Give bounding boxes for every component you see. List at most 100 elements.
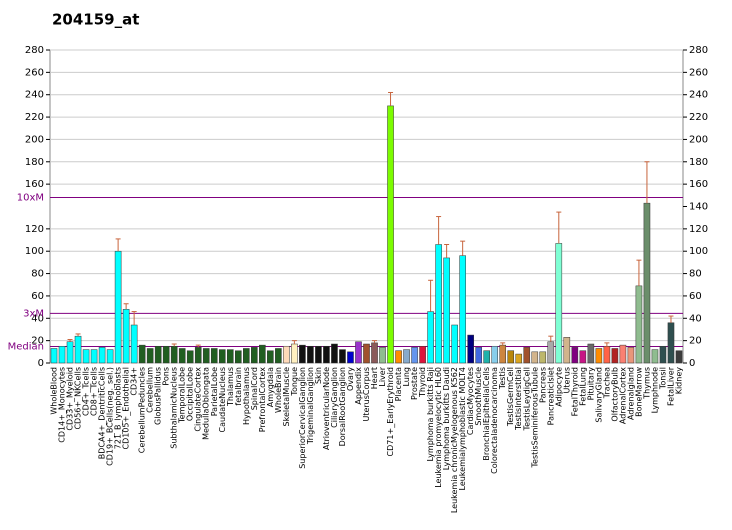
bar — [226, 349, 234, 364]
bar — [74, 335, 82, 364]
x-tick-label: Thyroid — [418, 367, 427, 398]
x-tick-label: SpinalCord — [250, 367, 259, 410]
y2-tick-label: 260 — [689, 67, 708, 78]
bar — [443, 257, 450, 364]
bar — [403, 349, 410, 364]
bar — [531, 351, 539, 364]
bar — [162, 345, 170, 364]
x-tick-label: Placenta — [394, 367, 403, 401]
plot-area — [49, 49, 684, 364]
x-tick-label: Hypothalamus — [242, 367, 251, 425]
bar — [483, 350, 490, 364]
y2-tick-label: 140 — [689, 202, 708, 213]
y-tick-label: 60 — [31, 291, 44, 302]
y-tick-label: 160 — [25, 179, 44, 190]
y-tick-label: 40 — [31, 313, 44, 324]
bar — [363, 343, 370, 364]
bar — [154, 345, 162, 364]
bar — [50, 348, 58, 364]
chart-title: 204159_at — [52, 11, 139, 29]
x-tick-label: Tonsil — [658, 367, 667, 390]
x-tick-label: SmoothMuscle — [474, 367, 483, 426]
x-tick-label: 721_B_lymphoblasts — [114, 367, 123, 449]
x-tick-label: Testis — [498, 367, 507, 390]
bar — [515, 353, 523, 364]
y2-tick-label: 100 — [689, 246, 708, 257]
y-tick-label: 200 — [25, 134, 44, 145]
y2-tick-label: 0 — [689, 358, 695, 369]
x-tick-label: CD56+_NKCells — [74, 367, 83, 430]
bar — [259, 344, 266, 364]
x-tick-label: FetalThyroid — [570, 367, 579, 416]
bar — [635, 285, 643, 364]
x-tick-label: Liver — [378, 366, 387, 386]
bar — [307, 345, 314, 364]
x-tick-label: PrefrontalCortex — [258, 367, 267, 433]
x-tick-label: Lymphoma burkitts Daudi — [442, 367, 451, 470]
bar — [291, 343, 298, 364]
y2-tick-label: 80 — [689, 269, 702, 280]
bar — [427, 311, 434, 364]
x-tick-label: Lymphoma burkitts Raji — [426, 367, 435, 462]
x-tick-label: SkeletalMuscle — [282, 367, 291, 427]
x-tick-label: CD14+_Monocytes — [58, 367, 67, 443]
x-tick-label: CD8+_Tcells — [90, 367, 99, 416]
y-tick-label: 120 — [25, 224, 44, 235]
bar — [563, 337, 571, 364]
x-tick-label: UterusCorpus — [362, 367, 371, 422]
x-tick-label: PancreaticIslet — [546, 367, 555, 425]
bar — [451, 324, 458, 364]
bar — [371, 342, 378, 364]
x-tick-label: Adrenalgland — [626, 367, 635, 420]
x-tick-label: CardiacMyocytes — [466, 367, 475, 435]
bar — [467, 334, 474, 364]
reference-label: Median — [8, 341, 44, 352]
x-tick-label: Pancreas — [538, 367, 547, 403]
bar — [170, 345, 178, 364]
bar — [299, 344, 306, 364]
x-tick-label: CD105+_Endothelial — [122, 367, 131, 450]
bar — [651, 349, 659, 364]
bar — [122, 309, 130, 364]
bar — [627, 347, 635, 364]
bar — [178, 348, 186, 364]
x-tick-label: Skin — [314, 367, 323, 384]
x-tick-label: Adipocyte — [554, 367, 563, 407]
x-tick-label: Pituitary — [586, 367, 595, 401]
bar — [331, 343, 338, 364]
bar — [90, 349, 98, 364]
bar — [218, 349, 226, 364]
bar — [595, 348, 603, 364]
x-tick-label: TemporalLobe — [178, 367, 187, 424]
bar — [315, 345, 322, 364]
y-tick-label: 260 — [25, 67, 44, 78]
x-tick-label: OlfactoryBulb — [610, 367, 619, 422]
bar — [275, 348, 282, 364]
bar — [411, 347, 418, 364]
x-tick-label: Thalamus — [226, 367, 235, 407]
x-tick-label: Colorectaladenocarcinoma — [490, 367, 499, 474]
bar — [499, 344, 507, 364]
x-tick-label: CerebellumPeduncles — [138, 367, 147, 453]
x-tick-label: AdrenalCortex — [618, 367, 627, 424]
bar — [138, 344, 146, 364]
bar — [347, 351, 354, 364]
y2-tick-label: 120 — [689, 224, 708, 235]
x-tick-label: Trachea — [602, 367, 611, 399]
x-tick-label: SubthalamicNucleus — [170, 367, 179, 449]
x-tick-label: TestisGermCell — [506, 367, 515, 427]
y2-tick-label: 280 — [689, 45, 708, 56]
x-tick-label: Leukemia promyelocytic HL60 — [434, 367, 443, 488]
x-tick-label: Cerebellum — [146, 367, 155, 413]
x-tick-label: SalivaryGland — [594, 367, 603, 423]
x-tick-label: Ovary — [346, 367, 355, 391]
y-tick-label: 280 — [25, 45, 44, 56]
x-tick-label: Tongue — [290, 367, 299, 397]
bar — [251, 347, 258, 364]
bar — [379, 347, 386, 364]
x-tick-label: Lymphnode — [650, 367, 659, 413]
x-tick-label: Pons — [162, 367, 171, 386]
bar — [387, 105, 394, 364]
bar — [186, 350, 194, 364]
y2-tick-label: 160 — [689, 179, 708, 190]
